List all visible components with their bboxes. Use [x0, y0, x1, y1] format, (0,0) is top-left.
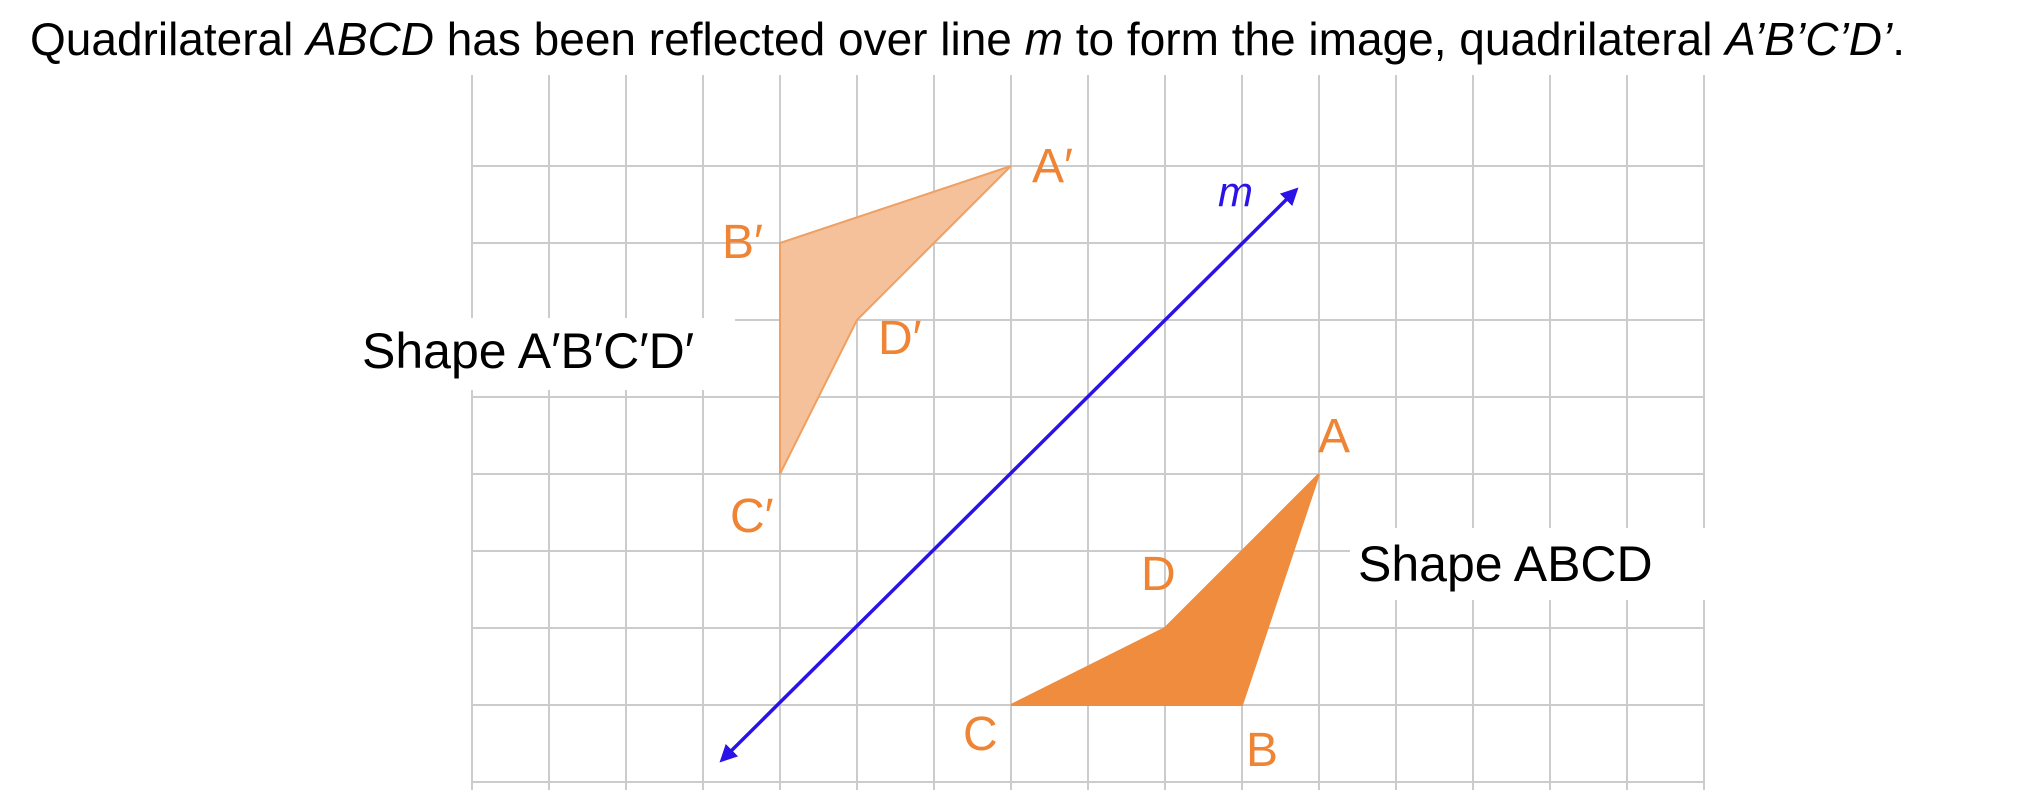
vertex-label-b: B: [1246, 724, 1278, 777]
preimage-shape-label: Shape ABCD: [1358, 536, 1653, 592]
prompt-part4: .: [1892, 13, 1905, 65]
image-shape-label: Shape A′B′C′D′: [362, 323, 694, 379]
vertex-label-a: A: [1318, 410, 1350, 463]
vertex-label-d: D: [1141, 548, 1176, 601]
vertex-label-d-prime: D′: [878, 312, 922, 365]
prompt-part3: to form the image, quadrilateral: [1062, 13, 1726, 65]
prompt-part2: has been reflected over line: [433, 13, 1025, 65]
reflection-line-m: [719, 187, 1299, 763]
vertex-label-c-prime: C′: [730, 490, 774, 543]
vertex-label-a-prime: A′: [1032, 140, 1073, 193]
prompt-part1: Quadrilateral: [30, 13, 307, 65]
vertex-label-c: C: [963, 708, 998, 761]
vertex-label-b-prime: B′: [722, 216, 763, 269]
image-label-background: [355, 318, 735, 390]
prompt-line-name: m: [1024, 13, 1063, 65]
problem-statement: Quadrilateral ABCD has been reflected ov…: [30, 12, 1905, 66]
line-m-label: m: [1218, 168, 1253, 215]
prompt-image-name: A’B’C’D’: [1725, 13, 1893, 65]
preimage-label-background: [1350, 528, 1705, 600]
prompt-shape-name: ABCD: [306, 13, 434, 65]
